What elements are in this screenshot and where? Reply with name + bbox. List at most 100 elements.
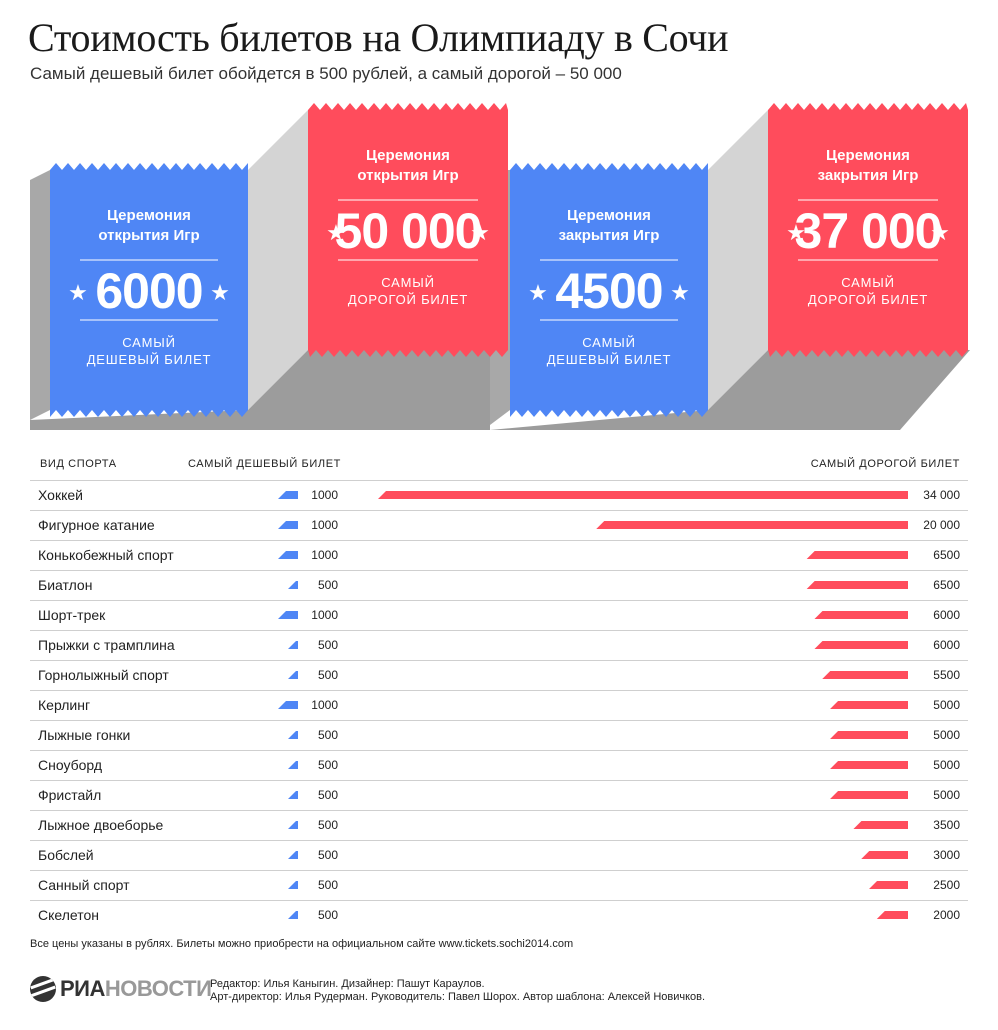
cheapest-value: 500	[318, 758, 338, 772]
ticket-caption-2: закрытия Игр	[818, 167, 919, 184]
sport-name: Прыжки с трамплина	[38, 637, 175, 653]
page-subtitle: Самый дешевый билет обойдется в 500 рубл…	[30, 64, 622, 83]
logo-part1: РИА	[60, 976, 105, 1001]
ticket-value: 37 000	[795, 203, 942, 259]
ticket-note-2: ДЕШЕВЫЙ БИЛЕТ	[87, 352, 212, 367]
sport-name: Санный спорт	[38, 877, 130, 893]
ribbon-fold-0	[30, 170, 50, 420]
page-title: Стоимость билетов на Олимпиаду в Сочи	[28, 15, 729, 60]
ticket-value: 50 000	[335, 203, 482, 259]
star-icon: ★	[68, 280, 88, 305]
sport-name: Сноуборд	[38, 757, 102, 773]
cheapest-bar	[288, 641, 298, 649]
priciest-bar	[861, 851, 908, 859]
ticket-body-1	[308, 103, 508, 357]
ticket-note-2: ДЕШЕВЫЙ БИЛЕТ	[547, 352, 672, 367]
sport-name: Лыжные гонки	[38, 727, 130, 743]
priciest-value: 34 000	[923, 488, 960, 502]
ribbon-shadow-1	[490, 350, 970, 430]
cheapest-bar	[288, 821, 298, 829]
priciest-bar	[806, 551, 908, 559]
star-icon: ★	[786, 220, 806, 245]
credits: Редактор: Илья Каныгин. Дизайнер: Пашут …	[210, 978, 705, 1004]
table-row: Горнолыжный спорт 500 5500	[30, 667, 968, 691]
cheapest-value: 500	[318, 878, 338, 892]
cheapest-bar	[278, 521, 298, 529]
ticket-caption-1: Церемония	[366, 147, 450, 164]
cheapest-value: 500	[318, 788, 338, 802]
priciest-value: 6000	[933, 638, 960, 652]
sport-name: Шорт-трек	[38, 607, 106, 623]
star-icon: ★	[210, 280, 230, 305]
priciest-bar	[869, 881, 908, 889]
ticket-caption-2: открытия Игр	[357, 167, 458, 184]
table-row: Керлинг 1000 5000	[30, 697, 968, 721]
header-sport: ВИД СПОРТА	[40, 458, 117, 470]
priciest-value: 3500	[933, 818, 960, 832]
logo-part2: НОВОСТИ	[104, 976, 212, 1001]
ribbon-fold-1	[248, 110, 308, 410]
priciest-bar	[830, 731, 908, 739]
cheapest-value: 500	[318, 818, 338, 832]
sport-name: Фигурное катание	[38, 517, 155, 533]
ticket-caption-2: закрытия Игр	[559, 227, 660, 244]
sport-name: Керлинг	[38, 697, 90, 713]
ticket-0: Церемония открытия Игр 6000 ★ ★ САМЫЙ ДЕШЕВЫЙ …	[50, 163, 248, 417]
table-row: Санный спорт 500 2500	[30, 877, 968, 901]
ticket-caption-2: открытия Игр	[98, 227, 199, 244]
cheapest-bar	[278, 701, 298, 709]
ticket-body-2	[510, 163, 708, 417]
priciest-bar	[814, 611, 908, 619]
cheapest-bar	[278, 611, 298, 619]
table-row: Лыжное двоеборье 500 3500	[30, 817, 968, 841]
table-row: Прыжки с трамплина 500 6000	[30, 637, 968, 661]
header-priciest: САМЫЙ ДОРОГОЙ БИЛЕТ	[810, 458, 960, 470]
ticket-body-3	[768, 103, 968, 357]
ribbon-fold-3	[708, 110, 768, 410]
ticket-caption-1: Церемония	[826, 147, 910, 164]
ticket-value: 4500	[555, 263, 662, 319]
star-icon: ★	[670, 280, 690, 305]
table-row: Бобслей 500 3000	[30, 847, 968, 871]
star-icon: ★	[326, 220, 346, 245]
ticket-note-1: САМЫЙ	[381, 275, 434, 290]
ticket-2: Церемония закрытия Игр 4500 ★ ★ САМЫЙ ДЕШЕВЫЙ …	[510, 163, 708, 417]
sport-name: Конькобежный спорт	[38, 547, 174, 563]
priciest-bar	[830, 761, 908, 769]
cheapest-bar	[278, 491, 298, 499]
cheapest-bar	[288, 581, 298, 589]
cheapest-value: 500	[318, 638, 338, 652]
cheapest-value: 1000	[311, 698, 338, 712]
cheapest-bar	[288, 881, 298, 889]
table-row: Конькобежный спорт 1000 6500	[30, 547, 968, 571]
priciest-value: 5000	[933, 788, 960, 802]
priciest-value: 2500	[933, 878, 960, 892]
credits-line2: Арт-директор: Илья Рудерман. Руководител…	[210, 991, 706, 1003]
sport-name: Хоккей	[38, 487, 83, 503]
cheapest-bar	[288, 671, 298, 679]
star-icon: ★	[470, 220, 490, 245]
ticket-note-1: САМЫЙ	[122, 335, 175, 350]
priciest-value: 5500	[933, 668, 960, 682]
sport-name: Бобслей	[38, 847, 94, 863]
ticket-ribbon-graphic: Церемония открытия Игр 6000 ★ ★ САМЫЙ ДЕШЕВЫЙ …	[30, 103, 970, 430]
sport-name: Горнолыжный спорт	[38, 667, 169, 683]
ticket-body-0	[50, 163, 248, 417]
priciest-value: 20 000	[923, 518, 960, 532]
sport-name: Скелетон	[38, 907, 99, 923]
ticket-note-2: ДОРОГОЙ БИЛЕТ	[808, 292, 928, 307]
star-icon: ★	[930, 220, 950, 245]
priciest-value: 5000	[933, 698, 960, 712]
sport-name: Лыжное двоеборье	[38, 817, 164, 833]
ticket-3: Церемония закрытия Игр 37 000★ ★ САМЫЙ ДОРОГО…	[768, 103, 968, 357]
cheapest-value: 500	[318, 848, 338, 862]
priciest-bar	[876, 911, 908, 919]
ticket-note-2: ДОРОГОЙ БИЛЕТ	[348, 292, 468, 307]
priciest-bar	[814, 641, 908, 649]
cheapest-bar	[288, 731, 298, 739]
priciest-value: 2000	[933, 908, 960, 922]
priciest-value: 3000	[933, 848, 960, 862]
ticket-value: 6000	[95, 263, 202, 319]
credits-line1: Редактор: Илья Каныгин. Дизайнер: Пашут …	[210, 978, 485, 990]
priciest-value: 6500	[933, 548, 960, 562]
